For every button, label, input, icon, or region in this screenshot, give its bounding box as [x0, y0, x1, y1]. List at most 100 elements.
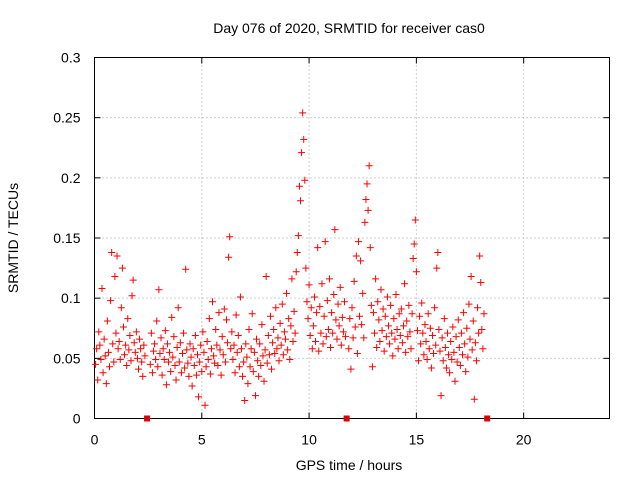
data-point: [251, 392, 259, 400]
data-point: [253, 335, 261, 343]
data-point: [254, 357, 262, 365]
data-point: [155, 286, 163, 294]
data-point: [150, 347, 158, 355]
data-point: [300, 135, 308, 143]
data-point: [140, 341, 148, 349]
data-point: [231, 369, 239, 377]
data-point: [236, 293, 244, 301]
data-point: [477, 279, 485, 287]
data-point: [227, 345, 235, 353]
data-point: [277, 341, 285, 349]
data-point: [328, 309, 336, 317]
data-point: [363, 180, 371, 188]
data-point: [443, 329, 451, 337]
data-point: [408, 310, 416, 318]
data-point: [189, 345, 197, 353]
data-point: [106, 363, 114, 371]
data-point: [353, 350, 361, 358]
data-point: [226, 233, 234, 241]
data-point: [412, 268, 420, 276]
data-point: [463, 324, 471, 332]
data-point: [472, 357, 480, 365]
data-point: [295, 182, 303, 190]
data-point: [378, 327, 386, 335]
data-point: [318, 280, 326, 288]
data-point: [313, 309, 321, 317]
data-point: [356, 312, 364, 320]
data-point: [265, 351, 273, 359]
data-point: [454, 316, 462, 324]
data-point: [312, 337, 320, 345]
data-point: [209, 298, 217, 306]
data-point: [457, 329, 465, 337]
data-point: [348, 304, 356, 312]
data-point: [207, 345, 215, 353]
data-point: [195, 393, 203, 401]
data-point: [298, 149, 306, 157]
x-tick-label: 20: [516, 432, 532, 448]
data-point: [321, 238, 329, 246]
data-point: [119, 323, 127, 331]
x-tick-label: 15: [409, 432, 425, 448]
data-point: [365, 162, 373, 170]
data-point: [161, 327, 169, 335]
data-point: [367, 301, 375, 309]
data-point: [219, 351, 227, 359]
data-point: [347, 365, 355, 373]
data-point: [126, 331, 134, 339]
data-point: [423, 356, 431, 364]
data-point: [439, 357, 447, 365]
data-point: [138, 358, 146, 366]
data-point: [154, 363, 162, 371]
data-point: [187, 353, 195, 361]
data-point: [410, 240, 418, 248]
data-point: [224, 339, 232, 347]
data-point: [309, 322, 317, 330]
data-point: [264, 331, 272, 339]
data-point: [181, 364, 189, 372]
data-point: [170, 333, 178, 341]
data-point: [198, 368, 206, 376]
data-point: [303, 298, 311, 306]
data-point: [220, 305, 228, 313]
data-point: [100, 335, 108, 343]
data-point: [331, 226, 339, 234]
data-point: [470, 395, 478, 403]
data-point: [428, 331, 436, 339]
grid-lines: [94, 57, 610, 419]
data-point: [426, 324, 434, 332]
data-point: [97, 356, 105, 364]
data-point: [185, 372, 193, 380]
data-point: [416, 312, 424, 320]
data-point: [393, 325, 401, 333]
data-point: [404, 333, 412, 341]
data-point: [276, 319, 284, 327]
data-point: [213, 341, 221, 349]
data-point: [345, 345, 353, 353]
data-point: [366, 244, 374, 252]
data-point: [240, 358, 248, 366]
data-point: [376, 337, 384, 345]
data-point: [450, 348, 458, 356]
data-point: [171, 362, 179, 370]
data-point: [289, 337, 297, 345]
gap-marker: [144, 415, 151, 422]
data-point: [323, 297, 331, 305]
data-point: [354, 238, 362, 246]
data-point: [433, 264, 441, 272]
data-point: [342, 333, 350, 341]
data-point: [178, 350, 186, 358]
data-point: [349, 334, 357, 342]
data-point: [299, 109, 307, 117]
data-point: [249, 368, 257, 376]
x-tick-label: 0: [91, 432, 99, 448]
data-point: [319, 340, 327, 348]
data-point: [271, 350, 279, 358]
y-tick-label: 0.2: [61, 170, 81, 186]
data-point: [382, 333, 390, 341]
data-point: [285, 315, 293, 323]
data-point: [168, 313, 176, 321]
data-point: [132, 328, 140, 336]
data-point: [148, 369, 156, 377]
data-point: [205, 315, 213, 323]
